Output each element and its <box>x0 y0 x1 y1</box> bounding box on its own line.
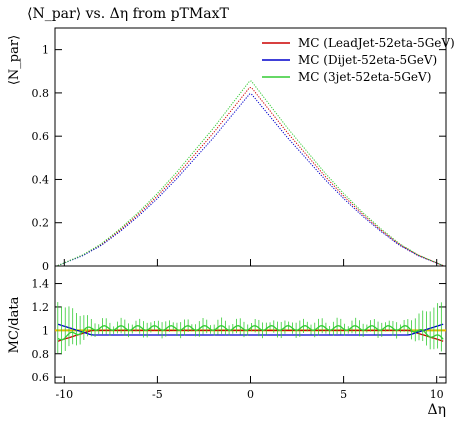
main-ytick-label: 0.2 <box>32 217 50 230</box>
ratio-ylabel: MC/data <box>7 296 22 353</box>
ratio-yticks: 0.6 0.8 1 1.2 1.4 <box>32 278 446 384</box>
legend-label-dijet: MC (Dijet-52eta-5GeV) <box>298 53 437 67</box>
xtick-label: 10 <box>430 388 444 401</box>
x-axis-label: Δη <box>428 402 447 418</box>
main-ylabel: ⟨N_par⟩ <box>7 35 22 85</box>
xtick-label: -5 <box>152 388 163 401</box>
chart-title: ⟨N_par⟩ vs. Δη from pTMaxT <box>27 6 229 22</box>
ratio-ytick-label: 1.4 <box>32 278 50 291</box>
legend: MC (LeadJet-52eta-5GeV) MC (Dijet-52eta-… <box>262 36 455 84</box>
legend-label-3jet: MC (3jet-52eta-5GeV) <box>298 70 431 84</box>
ratio-series-line-2 <box>57 325 444 341</box>
main-series-line-0 <box>57 87 444 267</box>
x-ticks: -10 -5 0 5 10 <box>55 259 444 401</box>
xtick-label: 5 <box>340 388 347 401</box>
ratio-plot-frame <box>54 265 447 384</box>
main-ytick-label: 1 <box>42 44 49 57</box>
ratio-series-line-0 <box>57 329 444 342</box>
main-ytick-label: 0.8 <box>32 87 50 100</box>
main-ytick-label: 0.6 <box>32 130 50 143</box>
main-series <box>57 80 444 267</box>
xtick-label: -10 <box>55 388 73 401</box>
main-ytick-label: 0 <box>42 260 49 273</box>
ratio-ytick-label: 0.8 <box>32 348 50 361</box>
main-ytick-label: 0.4 <box>32 173 50 186</box>
ratio-ytick-label: 1 <box>42 324 49 337</box>
ratio-ytick-label: 0.6 <box>32 371 50 384</box>
ratio-series <box>55 302 446 354</box>
xtick-label: 0 <box>247 388 254 401</box>
main-yticks: 0 0.2 0.4 0.6 0.8 1 <box>32 44 446 273</box>
ratio-series-line-1 <box>57 323 444 336</box>
main-series-line-1 <box>57 93 444 267</box>
main-series-line-2 <box>57 80 444 267</box>
legend-label-leadjet: MC (LeadJet-52eta-5GeV) <box>298 36 455 50</box>
ratio-ytick-label: 1.2 <box>32 301 50 314</box>
